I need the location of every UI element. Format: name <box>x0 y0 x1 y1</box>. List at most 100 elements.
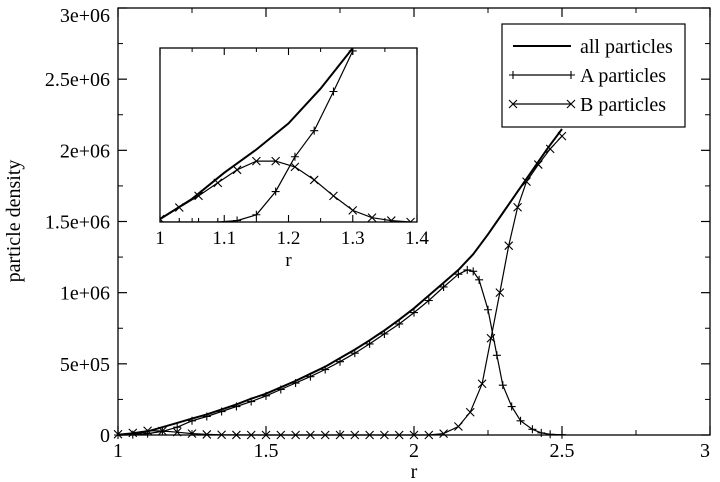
data-point-a-particles-29 <box>498 381 507 390</box>
data-point-a-particles-9 <box>247 397 256 406</box>
y-tick-label: 2e+06 <box>60 140 110 162</box>
inset-series <box>160 48 415 222</box>
y-tick-label: 1e+06 <box>60 283 110 305</box>
legend-label-a-particles: A particles <box>580 65 666 87</box>
x-axis-label: r <box>411 461 418 482</box>
inset-data-point-b-particles-9 <box>329 191 338 201</box>
inset-data-point-a-particles-7 <box>290 152 299 161</box>
data-point-a-particles-31 <box>516 416 525 425</box>
data-point-a-particles-16 <box>350 349 359 358</box>
inset-data-point-a-particles-9 <box>329 87 338 96</box>
data-point-a-particles-26 <box>475 275 484 284</box>
inset-plot: 1 1.1 1.2 1.3 1.4 r <box>155 47 429 271</box>
data-point-a-particles-4 <box>173 423 182 432</box>
data-point-a-particles-5 <box>188 416 196 425</box>
data-point-a-particles-30 <box>507 402 516 411</box>
inset-data-point-a-particles-3 <box>213 218 222 222</box>
inset-data-point-b-particles-7 <box>290 162 300 172</box>
data-point-a-particles-6 <box>202 412 211 421</box>
data-point-a-particles-17 <box>365 339 374 348</box>
y-tick-label: 2.5e+06 <box>45 69 110 91</box>
data-point-b-particles-32 <box>545 144 555 154</box>
data-point-a-particles-33 <box>537 428 546 437</box>
inset-data-point-a-particles-2 <box>194 218 203 222</box>
data-point-a-particles-14 <box>321 365 330 374</box>
series-line-a-particles <box>117 269 563 436</box>
data-point-a-particles-32 <box>528 425 537 434</box>
inset-data-point-b-particles-2 <box>194 191 203 201</box>
x-tick-label: 2 <box>409 440 419 462</box>
inset-data-point-a-particles-6 <box>271 187 280 196</box>
data-point-b-particles-31 <box>533 160 543 169</box>
data-point-b-particles-29 <box>513 202 522 212</box>
data-point-a-particles-28 <box>492 351 501 360</box>
inset-data-point-b-particles-10 <box>348 206 358 215</box>
data-point-b-particles-25 <box>477 379 487 389</box>
data-point-b-particles-2 <box>143 426 152 436</box>
inset-data-point-b-particles-13 <box>406 217 415 222</box>
legend: all particles A particles B particles <box>501 23 686 128</box>
x-tick-label: 1.5 <box>254 440 279 462</box>
data-point-a-particles-24 <box>463 265 472 274</box>
data-point-b-particles-23 <box>454 422 463 431</box>
inset-series-line-all-particles <box>160 48 354 220</box>
data-point-a-particles-20 <box>410 308 418 317</box>
inset-series-line-b-particles <box>160 160 411 222</box>
legend-marker-a-particles <box>509 71 517 79</box>
legend-label-b-particles: B particles <box>580 94 666 116</box>
legend-marker-b-particles <box>566 99 576 109</box>
y-tick-label: 5e+05 <box>60 354 110 376</box>
data-point-b-particles-33 <box>557 131 567 141</box>
inset-data-point-a-particles-5 <box>252 210 261 219</box>
inset-data-point-b-particles-4 <box>232 165 242 175</box>
x-tick-label: 3 <box>700 440 710 462</box>
data-point-b-particles-24 <box>465 407 475 417</box>
data-point-b-particles-22 <box>439 429 448 438</box>
data-point-a-particles-13 <box>306 372 315 381</box>
inset-data-point-b-particles-3 <box>213 178 223 188</box>
data-point-a-particles-21 <box>424 296 433 305</box>
inset-data-point-b-particles-11 <box>367 213 377 222</box>
data-point-a-particles-8 <box>232 402 241 411</box>
data-point-a-particles-10 <box>262 391 270 400</box>
legend-marker-a-particles <box>567 71 575 79</box>
inset-x-tick-label: 1.4 <box>405 228 429 249</box>
y-tick-label: 1.5e+06 <box>45 212 110 234</box>
data-point-a-particles-12 <box>291 379 300 388</box>
inset-x-tick-label: 1 <box>155 228 165 249</box>
data-point-a-particles-15 <box>336 357 344 366</box>
data-point-b-particles-28 <box>504 241 514 251</box>
data-point-a-particles-18 <box>380 329 389 338</box>
data-point-b-particles-26 <box>486 333 496 343</box>
inset-data-point-a-particles-4 <box>233 216 242 222</box>
data-point-a-particles-27 <box>484 305 492 314</box>
inset-x-tick-label: 1.2 <box>277 228 301 249</box>
data-point-a-particles-11 <box>276 385 285 394</box>
data-point-a-particles-7 <box>217 407 226 416</box>
inset-x-tick-label: 1.1 <box>212 228 236 249</box>
data-point-a-particles-23 <box>454 270 463 279</box>
legend-label-all-particles: all particles <box>580 36 673 58</box>
y-axis-label: particle density <box>3 160 25 283</box>
data-point-a-particles-25 <box>469 267 478 276</box>
data-point-a-particles-22 <box>439 282 448 291</box>
y-tick-label: 0 <box>100 425 110 447</box>
data-point-a-particles-19 <box>395 319 404 328</box>
y-tick-label: 3e+06 <box>60 5 110 27</box>
inset-data-point-b-particles-6 <box>271 156 281 166</box>
inset-x-tick-label: 1.3 <box>341 228 365 249</box>
x-tick-label: 2.5 <box>550 440 575 462</box>
data-point-b-particles-27 <box>495 288 505 298</box>
main-plot: 1 1.5 2 2.5 3 0 5e+05 1e+06 1.5e+06 2e+06 2.5e+06 3… <box>3 5 711 482</box>
x-tick-label: 1 <box>113 440 123 462</box>
data-point-a-particles-34 <box>546 430 555 439</box>
data-point-b-particles-3 <box>158 426 167 436</box>
inset-data-point-b-particles-8 <box>309 175 319 185</box>
inset-data-point-b-particles-5 <box>251 156 261 166</box>
inset-data-point-a-particles-8 <box>310 126 319 135</box>
inset-data-point-b-particles-1 <box>174 203 184 212</box>
inset-data-point-b-particles-12 <box>386 216 396 222</box>
data-point-b-particles-30 <box>522 177 531 187</box>
inset-data-point-a-particles-1 <box>175 218 184 222</box>
